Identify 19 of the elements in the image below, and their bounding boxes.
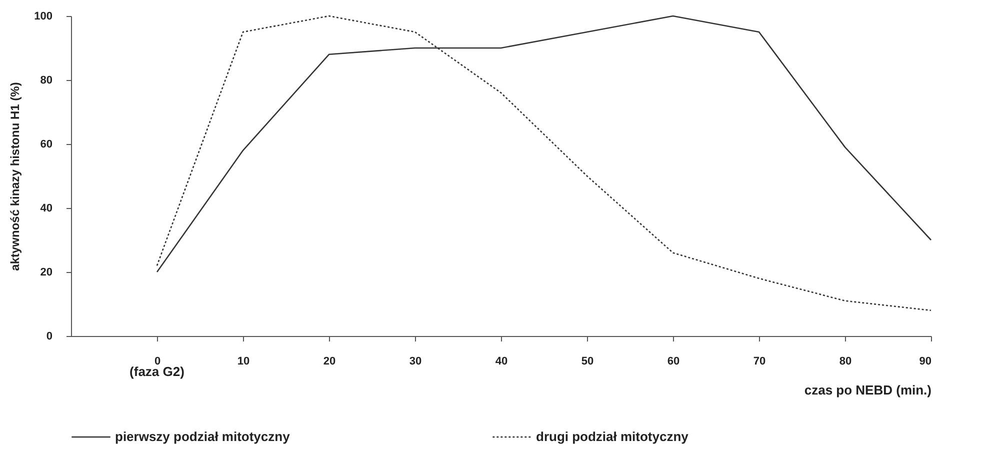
- y-tick-label: 40: [40, 202, 52, 214]
- x-axis-title: czas po NEBD (min.): [804, 382, 932, 398]
- legend-label: drugi podział mitotyczny: [536, 429, 690, 444]
- x-tick-label: 20: [323, 356, 336, 368]
- x-tick-label: 10: [237, 356, 250, 368]
- y-tick-label: 80: [40, 74, 52, 86]
- x-tick-label: 40: [495, 356, 508, 368]
- x-tick-label: 30: [409, 356, 422, 368]
- y-tick-label: 20: [40, 266, 52, 278]
- y-axis-title: aktywność kinazy histonu H1 (%): [8, 82, 22, 271]
- legend-label: pierwszy podział mitotyczny: [115, 429, 291, 444]
- y-tick-label: 60: [40, 138, 52, 150]
- x-tick-label: 70: [753, 356, 766, 368]
- x-tick-label: 50: [581, 356, 594, 368]
- y-tick-label: 100: [34, 10, 52, 22]
- x-tick-label: 90: [919, 356, 932, 368]
- x-tick-label: 60: [667, 356, 680, 368]
- y-tick-label: 0: [46, 330, 52, 342]
- x-tick-label: 80: [839, 356, 852, 368]
